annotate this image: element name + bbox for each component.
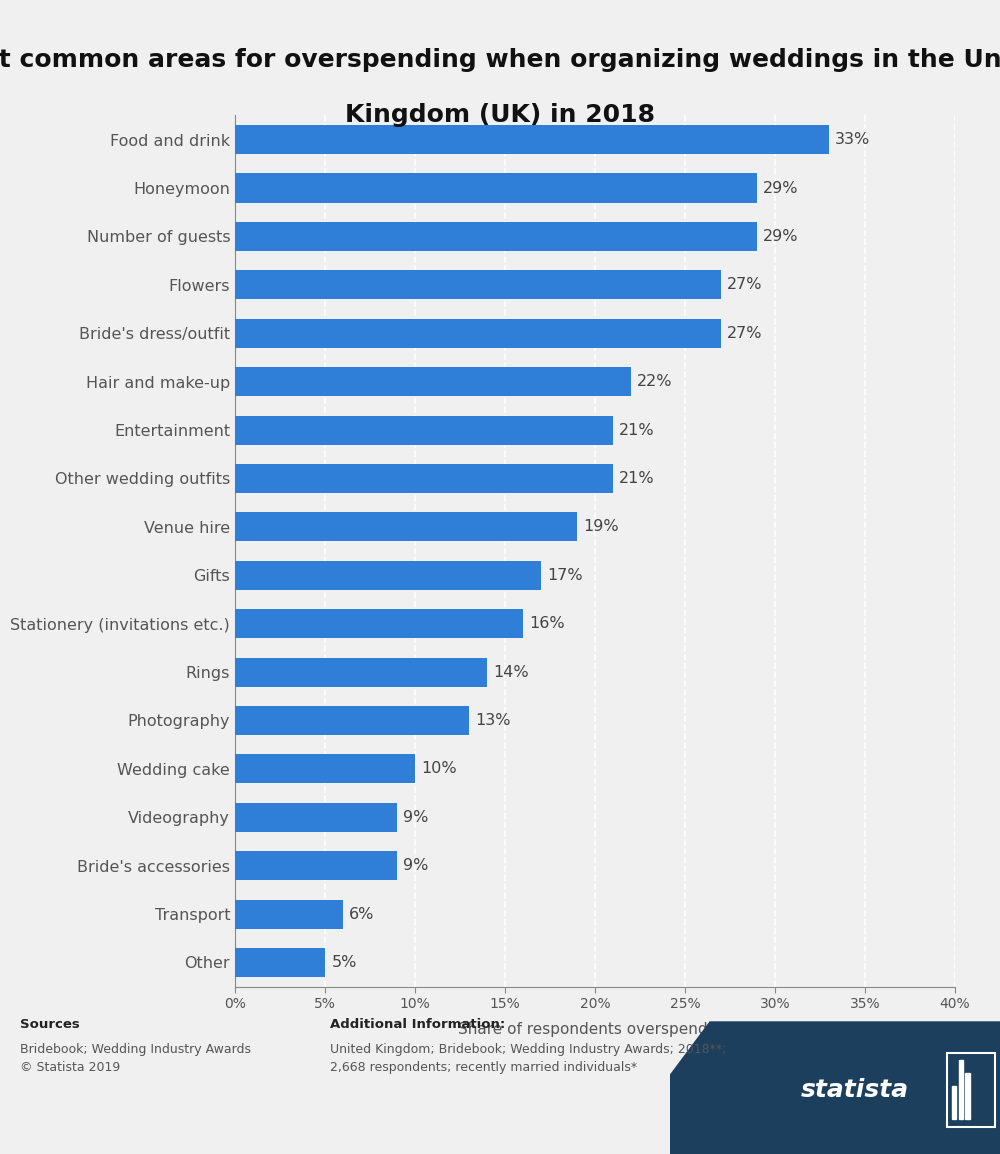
- Text: 27%: 27%: [727, 325, 763, 340]
- Bar: [952, 1086, 956, 1119]
- Bar: [235, 367, 631, 396]
- Text: United Kingdom; Bridebook; Wedding Industry Awards; 2018**;
2,668 respondents; r: United Kingdom; Bridebook; Wedding Indus…: [330, 1043, 726, 1074]
- Bar: [235, 852, 397, 881]
- Bar: [235, 609, 523, 638]
- Bar: [235, 900, 343, 929]
- Text: 9%: 9%: [403, 810, 429, 825]
- Text: 22%: 22%: [637, 374, 673, 389]
- Text: 29%: 29%: [763, 180, 799, 195]
- Text: 33%: 33%: [835, 132, 871, 147]
- Bar: [235, 947, 325, 977]
- Bar: [235, 270, 721, 299]
- Bar: [235, 173, 757, 202]
- Bar: [235, 464, 613, 493]
- Text: 13%: 13%: [475, 713, 511, 728]
- Bar: [947, 1054, 995, 1127]
- Bar: [235, 803, 397, 832]
- Text: Bridebook; Wedding Industry Awards
© Statista 2019: Bridebook; Wedding Industry Awards © Sta…: [20, 1043, 251, 1074]
- Bar: [965, 1073, 970, 1119]
- Bar: [235, 319, 721, 347]
- Text: 14%: 14%: [493, 665, 529, 680]
- Bar: [235, 706, 469, 735]
- Bar: [235, 755, 415, 784]
- Bar: [959, 1059, 963, 1119]
- Text: 21%: 21%: [619, 471, 655, 486]
- Text: 21%: 21%: [619, 422, 655, 437]
- Text: Kingdom (UK) in 2018: Kingdom (UK) in 2018: [345, 103, 655, 127]
- Text: 5%: 5%: [331, 956, 357, 971]
- Bar: [235, 658, 487, 687]
- X-axis label: Share of respondents overspending: Share of respondents overspending: [458, 1022, 732, 1037]
- Text: Additional Information:: Additional Information:: [330, 1018, 505, 1031]
- Bar: [235, 222, 757, 250]
- Text: 10%: 10%: [421, 762, 457, 777]
- Text: 29%: 29%: [763, 228, 799, 243]
- Text: 6%: 6%: [349, 907, 375, 922]
- Text: Most common areas for overspending when organizing weddings in the United: Most common areas for overspending when …: [0, 47, 1000, 72]
- Text: Sources: Sources: [20, 1018, 80, 1031]
- Text: 16%: 16%: [529, 616, 565, 631]
- Text: statista: statista: [801, 1078, 909, 1102]
- Text: 17%: 17%: [547, 568, 583, 583]
- Bar: [235, 561, 541, 590]
- Bar: [235, 415, 613, 444]
- Text: 27%: 27%: [727, 277, 763, 292]
- Text: 9%: 9%: [403, 859, 429, 874]
- Bar: [235, 512, 577, 541]
- Text: 19%: 19%: [583, 519, 619, 534]
- Polygon shape: [670, 1021, 1000, 1154]
- Bar: [235, 125, 829, 155]
